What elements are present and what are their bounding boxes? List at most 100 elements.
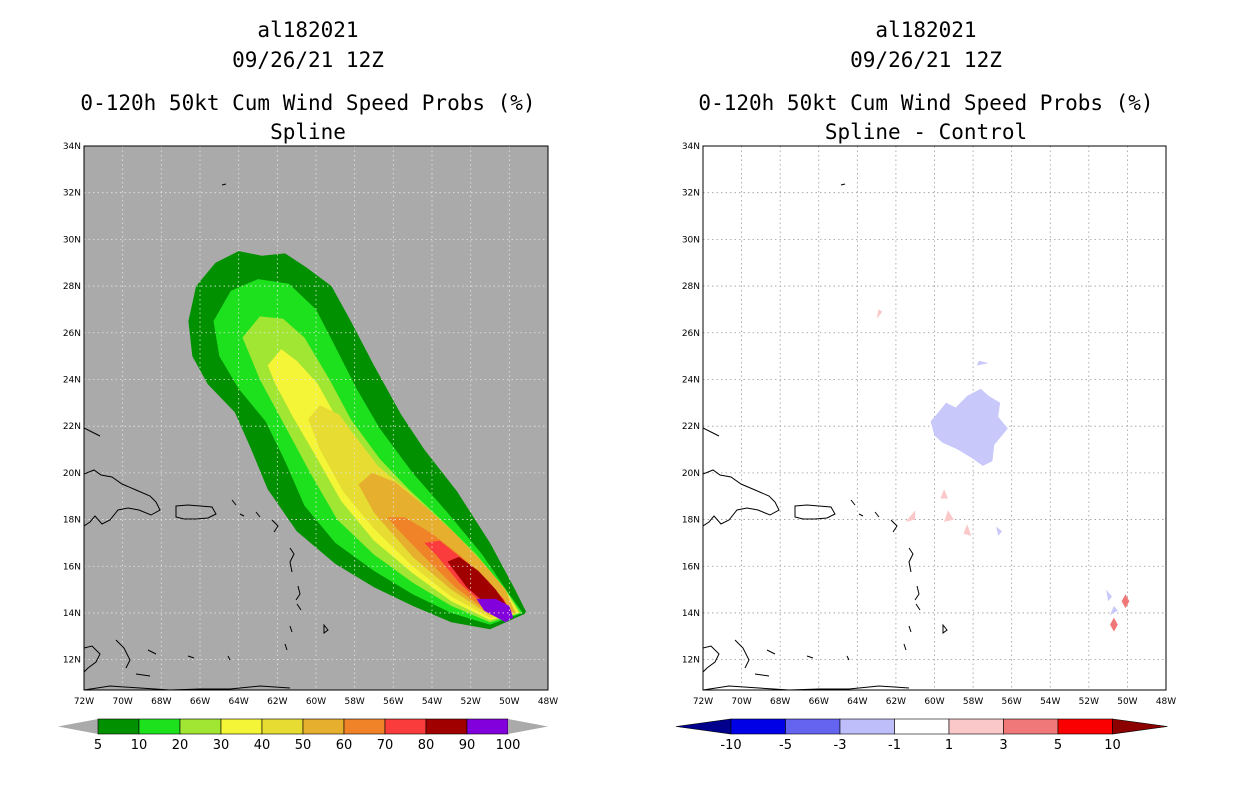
left-y-tick-label: 26N xyxy=(63,329,81,339)
right-difference-patch xyxy=(996,526,1002,536)
right-colorbar-label: -10 xyxy=(720,738,741,753)
right-difference-patch xyxy=(963,524,972,536)
left-colorbar-label: 20 xyxy=(172,738,189,753)
right-difference-patch xyxy=(1121,594,1130,609)
right-colorbar-swatch xyxy=(1003,718,1059,735)
left-chart: al182021 09/26/21 12Z 0-120h 50kt Cum Wi… xyxy=(58,18,558,753)
right-colorbar-swatch xyxy=(839,718,895,735)
left-colorbar-label: 90 xyxy=(459,738,476,753)
right-x-tick-label: 54W xyxy=(1040,697,1060,707)
right-colorbar-swatch xyxy=(785,718,841,735)
left-x-tick-label: 56W xyxy=(383,697,403,707)
right-gridlines xyxy=(703,146,1166,690)
left-x-tick-label: 70W xyxy=(112,697,132,707)
right-x-tick-label: 50W xyxy=(1117,697,1137,707)
right-difference-patch xyxy=(940,489,948,499)
right-difference-patch xyxy=(876,309,883,319)
left-plot-frame xyxy=(83,145,549,691)
left-colorbar-label: 30 xyxy=(213,738,230,753)
right-x-tick-label: 68W xyxy=(770,697,790,707)
right-difference-patch xyxy=(1110,605,1118,616)
left-x-tick-label: 52W xyxy=(460,697,480,707)
right-colorbar-lower-extension xyxy=(675,718,732,735)
left-colorbar-swatch xyxy=(220,718,263,735)
right-difference-patch xyxy=(976,360,989,366)
right-colorbar-label: 5 xyxy=(1054,738,1062,753)
left-colorbar xyxy=(58,718,548,735)
left-y-tick-label: 22N xyxy=(63,422,81,432)
right-colorbar-label: 1 xyxy=(945,738,953,753)
left-subtitle: Spline xyxy=(270,120,346,144)
left-x-tick-label: 58W xyxy=(344,697,364,707)
left-y-tick-label: 20N xyxy=(63,469,81,479)
right-colorbar-label: -3 xyxy=(834,738,847,753)
right-plot-frame xyxy=(702,145,1167,691)
left-colorbar-swatch xyxy=(384,718,427,735)
left-x-tick-label: 68W xyxy=(151,697,171,707)
left-x-tick-label: 54W xyxy=(422,697,442,707)
left-datetime: 09/26/21 12Z xyxy=(232,48,384,72)
left-colorbar-label: 100 xyxy=(496,738,521,753)
left-colorbar-label: 5 xyxy=(94,738,102,753)
left-colorbar-swatch xyxy=(138,718,181,735)
right-x-tick-label: 60W xyxy=(924,697,944,707)
left-x-tick-label: 66W xyxy=(190,697,210,707)
right-x-tick-label: 56W xyxy=(1001,697,1021,707)
left-colorbar-label: 80 xyxy=(418,738,435,753)
right-difference-patch xyxy=(1106,589,1112,602)
left-colorbar-label: 40 xyxy=(254,738,271,753)
left-colorbar-label: 70 xyxy=(377,738,394,753)
left-colorbar-lower-extension xyxy=(58,719,98,734)
left-colorbar-upper-extension xyxy=(508,719,548,734)
left-colorbar-swatch xyxy=(261,718,304,735)
right-y-tick-label: 34N xyxy=(682,142,700,152)
left-y-tick-label: 14N xyxy=(63,609,81,619)
left-y-tick-label: 30N xyxy=(63,235,81,245)
left-colorbar-label: 60 xyxy=(336,738,353,753)
left-y-tick-label: 28N xyxy=(63,282,81,292)
left-colorbar-swatch xyxy=(466,718,509,735)
right-storm-id: al182021 xyxy=(875,18,976,42)
right-colorbar-label: 10 xyxy=(1104,738,1121,753)
left-colorbar-swatch xyxy=(302,718,345,735)
left-x-tick-label: 62W xyxy=(267,697,287,707)
left-y-tick-label: 24N xyxy=(63,375,81,385)
right-subtitle: Spline - Control xyxy=(825,120,1027,144)
right-y-tick-label: 16N xyxy=(682,562,700,572)
left-x-tick-label: 48W xyxy=(538,697,558,707)
right-title: 0-120h 50kt Cum Wind Speed Probs (%) xyxy=(698,91,1153,115)
left-colorbar-label: 50 xyxy=(295,738,312,753)
left-x-tick-label: 60W xyxy=(306,697,326,707)
right-colorbar-swatch xyxy=(894,718,950,735)
right-y-tick-label: 22N xyxy=(682,422,700,432)
right-x-tick-label: 58W xyxy=(963,697,983,707)
right-y-tick-label: 18N xyxy=(682,516,700,526)
left-y-tick-label: 34N xyxy=(63,142,81,152)
right-x-tick-label: 48W xyxy=(1156,697,1176,707)
right-y-tick-label: 12N xyxy=(682,656,700,666)
left-x-tick-labels: 72W 70W 68W 66W 64W 62W 60W 58W 56W 54W 52W 50W 48W xyxy=(74,697,558,707)
right-x-tick-label: 66W xyxy=(809,697,829,707)
left-colorbar-labels: 5 10 20 30 40 50 60 70 80 90 100 xyxy=(94,738,521,753)
right-colorbar xyxy=(675,718,1168,735)
left-y-tick-label: 18N xyxy=(63,516,81,526)
right-colorbar-swatch xyxy=(730,718,786,735)
right-y-tick-label: 26N xyxy=(682,329,700,339)
right-y-tick-label: 20N xyxy=(682,469,700,479)
right-colorbar-label: -5 xyxy=(779,738,792,753)
right-difference-patch xyxy=(944,510,954,522)
right-x-tick-labels: 72W 70W 68W 66W 64W 62W 60W 58W 56W 54W 52W 50W 48W xyxy=(693,697,1176,707)
left-x-tick-label: 64W xyxy=(228,697,248,707)
left-x-tick-label: 72W xyxy=(74,697,94,707)
left-y-tick-label: 16N xyxy=(63,562,81,572)
left-colorbar-swatch xyxy=(97,718,140,735)
right-colorbar-labels: -10 -5 -3 -1 1 3 5 10 xyxy=(720,738,1120,753)
left-title: 0-120h 50kt Cum Wind Speed Probs (%) xyxy=(80,91,535,115)
right-y-tick-label: 30N xyxy=(682,235,700,245)
right-colorbar-label: -1 xyxy=(888,738,901,753)
right-difference-patch xyxy=(930,388,1008,466)
right-y-tick-label: 14N xyxy=(682,609,700,619)
left-probability-contours xyxy=(188,251,527,630)
left-colorbar-swatch xyxy=(179,718,222,735)
right-y-tick-label: 32N xyxy=(682,189,700,199)
